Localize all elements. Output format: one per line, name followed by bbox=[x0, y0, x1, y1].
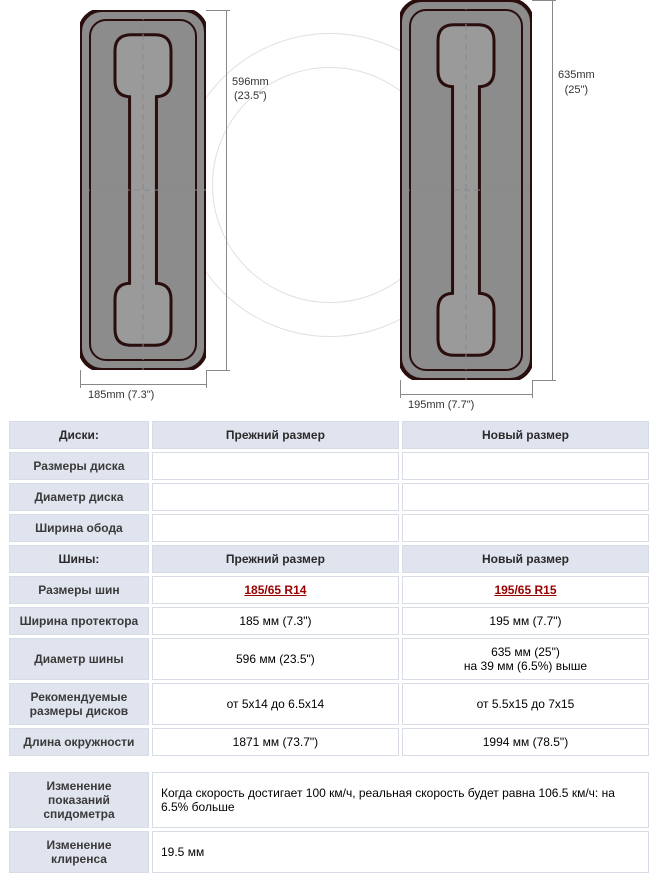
col-header-old: Прежний размер bbox=[152, 421, 399, 449]
table-row: Диаметр шины 596 мм (23.5") 635 мм (25")… bbox=[9, 638, 649, 680]
cell-old bbox=[152, 452, 399, 480]
tire-size-new-link[interactable]: 195/65 R15 bbox=[494, 583, 556, 597]
row-label: Длина окружности bbox=[9, 728, 149, 756]
cell-new bbox=[402, 483, 649, 511]
table-row: Длина окружности 1871 мм (73.7") 1994 мм… bbox=[9, 728, 649, 756]
diam-new-line2: на 39 мм (6.5%) выше bbox=[464, 659, 587, 673]
cell-old: 185/65 R14 bbox=[152, 576, 399, 604]
clearance-change-label: Изменение клиренса bbox=[9, 831, 149, 873]
row-label: Ширина обода bbox=[9, 514, 149, 542]
tires-header: Шины: bbox=[9, 545, 149, 573]
height-dim-old: 596mm(23.5") bbox=[232, 75, 269, 104]
cell-new bbox=[402, 514, 649, 542]
clearance-change-value: 19.5 мм bbox=[152, 831, 649, 873]
cell-new: 195 мм (7.7") bbox=[402, 607, 649, 635]
cell-new: от 5.5x15 до 7x15 bbox=[402, 683, 649, 725]
diam-new-line1: 635 мм (25") bbox=[491, 645, 560, 659]
cell-new bbox=[402, 452, 649, 480]
table-row: Диаметр диска bbox=[9, 483, 649, 511]
width-dim-new: 195mm (7.7") bbox=[408, 398, 474, 412]
tire-diagram: 596mm(23.5") 185mm (7.3") 635mm(25") 195mm … bbox=[0, 0, 661, 410]
row-label: Рекомендуемые размеры дисков bbox=[9, 683, 149, 725]
table-row: Ширина протектора 185 мм (7.3") 195 мм (… bbox=[9, 607, 649, 635]
cell-new: 1994 мм (78.5") bbox=[402, 728, 649, 756]
note-row: Изменение показаний спидометра Когда ско… bbox=[9, 772, 649, 828]
note-row: Изменение клиренса 19.5 мм bbox=[9, 831, 649, 873]
width-dim-old: 185mm (7.3") bbox=[88, 388, 154, 402]
tires-header-row: Шины: Прежний размер Новый размер bbox=[9, 545, 649, 573]
row-label: Размеры шин bbox=[9, 576, 149, 604]
cell-old bbox=[152, 483, 399, 511]
col-header-new: Новый размер bbox=[402, 545, 649, 573]
row-label: Ширина протектора bbox=[9, 607, 149, 635]
cell-old bbox=[152, 514, 399, 542]
row-label: Диаметр шины bbox=[9, 638, 149, 680]
speedo-change-value: Когда скорость достигает 100 км/ч, реаль… bbox=[152, 772, 649, 828]
table-row: Размеры диска bbox=[9, 452, 649, 480]
cell-old: 1871 мм (73.7") bbox=[152, 728, 399, 756]
row-label: Диаметр диска bbox=[9, 483, 149, 511]
table-row: Рекомендуемые размеры дисков от 5x14 до … bbox=[9, 683, 649, 725]
row-label: Размеры диска bbox=[9, 452, 149, 480]
wheels-header: Диски: bbox=[9, 421, 149, 449]
notes-table: Изменение показаний спидометра Когда ско… bbox=[6, 769, 652, 876]
cell-old: 596 мм (23.5") bbox=[152, 638, 399, 680]
table-row: Ширина обода bbox=[9, 514, 649, 542]
cell-old: 185 мм (7.3") bbox=[152, 607, 399, 635]
table-row: Размеры шин 185/65 R14 195/65 R15 bbox=[9, 576, 649, 604]
speedo-change-label: Изменение показаний спидометра bbox=[9, 772, 149, 828]
wheels-header-row: Диски: Прежний размер Новый размер bbox=[9, 421, 649, 449]
col-header-new: Новый размер bbox=[402, 421, 649, 449]
height-dim-new: 635mm(25") bbox=[558, 68, 595, 97]
tire-size-old-link[interactable]: 185/65 R14 bbox=[244, 583, 306, 597]
comparison-table: Диски: Прежний размер Новый размер Разме… bbox=[6, 418, 652, 759]
cell-new: 195/65 R15 bbox=[402, 576, 649, 604]
cell-old: от 5x14 до 6.5x14 bbox=[152, 683, 399, 725]
cell-new: 635 мм (25") на 39 мм (6.5%) выше bbox=[402, 638, 649, 680]
col-header-old: Прежний размер bbox=[152, 545, 399, 573]
